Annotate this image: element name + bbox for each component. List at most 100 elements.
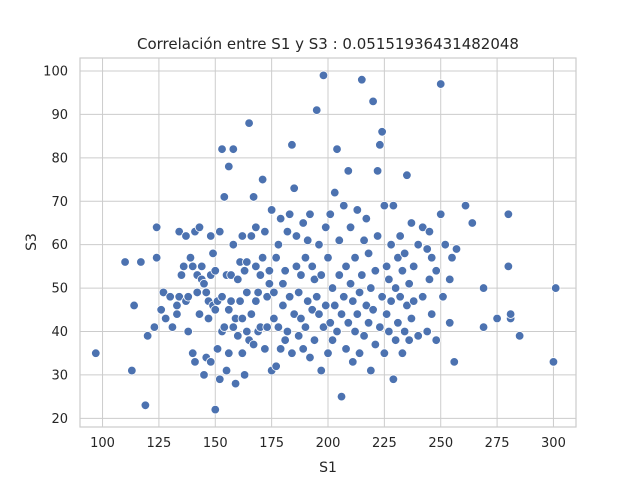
scatter-point — [388, 200, 399, 211]
scatter-point — [160, 313, 171, 324]
scatter-point — [325, 209, 335, 219]
scatter-point — [203, 313, 214, 324]
scatter-point — [350, 252, 360, 263]
scatter-point — [431, 335, 441, 345]
scatter-point — [381, 309, 392, 319]
scatter-point — [226, 270, 236, 280]
scatter-point — [174, 292, 184, 302]
scatter-point — [350, 326, 360, 337]
scatter-point — [174, 226, 184, 237]
scatter-point — [384, 274, 394, 285]
scatter-point — [402, 170, 412, 180]
y-tick-label: 60 — [51, 238, 68, 253]
scatter-point — [323, 348, 333, 358]
scatter-point — [413, 331, 423, 341]
scatter-point — [253, 287, 263, 298]
scatter-point — [427, 309, 437, 319]
scatter-point — [413, 239, 423, 250]
scatter-point — [309, 335, 320, 345]
scatter-point — [183, 326, 193, 337]
scatter-point — [359, 235, 369, 246]
scatter-point — [127, 365, 137, 376]
scatter-point — [305, 352, 315, 363]
scatter-point — [359, 331, 369, 341]
scatter-point — [278, 300, 288, 311]
scatter-point — [248, 339, 259, 350]
scatter-point — [406, 218, 417, 228]
scatter-point — [379, 200, 390, 211]
scatter-point — [237, 348, 248, 358]
scatter-point — [341, 261, 351, 272]
scatter-point — [339, 292, 349, 302]
scatter-point — [271, 252, 281, 263]
scatter-point — [318, 322, 329, 332]
scatter-point — [255, 270, 266, 280]
scatter-point — [219, 192, 229, 202]
scatter-point — [323, 252, 333, 263]
scatter-point — [325, 318, 335, 328]
x-tick-label: 100 — [90, 436, 115, 451]
scatter-point — [492, 313, 502, 324]
scatter-point — [332, 144, 342, 154]
scatter-point — [327, 335, 338, 345]
scatter-point — [149, 322, 160, 332]
scatter-point — [352, 309, 363, 319]
scatter-point — [210, 305, 220, 315]
scatter-point — [262, 292, 272, 302]
scatter-point — [551, 283, 561, 293]
scatter-point — [390, 335, 401, 345]
scatter-point — [172, 309, 182, 319]
scatter-point — [431, 266, 441, 276]
scatter-point — [309, 274, 320, 285]
scatter-point — [354, 287, 365, 298]
scatter-point — [408, 296, 419, 306]
scatter-point — [206, 231, 216, 241]
x-tick-label: 300 — [541, 436, 566, 451]
scatter-point — [260, 344, 270, 354]
scatter-point — [246, 309, 257, 319]
scatter-point — [192, 287, 202, 298]
y-tick-labels: 20 30 40 50 60 70 80 90 100 — [43, 65, 68, 427]
scatter-point — [354, 348, 365, 358]
scatter-point — [370, 339, 381, 350]
scatter-point — [436, 209, 446, 219]
scatter-point — [330, 300, 340, 311]
scatter-point — [336, 309, 347, 319]
scatter-point — [199, 279, 209, 289]
scatter-point — [316, 270, 326, 280]
scatter-point — [271, 361, 281, 371]
scatter-point — [262, 322, 272, 332]
scatter-point — [136, 257, 146, 267]
scatter-point — [451, 244, 462, 254]
scatter-point — [478, 283, 489, 293]
scatter-point — [185, 252, 196, 263]
scatter-point — [388, 374, 399, 384]
x-axis-label: S1 — [319, 460, 337, 476]
scatter-point — [427, 252, 437, 263]
scatter-point — [165, 292, 175, 302]
scatter-point — [318, 70, 329, 81]
scatter-point — [395, 292, 405, 302]
scatter-point — [287, 140, 297, 150]
scatter-point — [372, 166, 383, 176]
scatter-point — [314, 309, 324, 319]
scatter-point — [417, 292, 428, 302]
scatter-point — [312, 292, 322, 302]
scatter-point — [257, 252, 268, 263]
scatter-point — [208, 248, 218, 259]
scatter-point — [361, 300, 372, 311]
scatter-point — [284, 209, 295, 219]
scatter-point — [273, 239, 284, 250]
scatter-point — [273, 322, 284, 332]
scatter-point — [266, 205, 277, 215]
chart-title: Correlación entre S1 y S3 : 0.0515193643… — [137, 35, 519, 53]
scatter-point — [348, 296, 358, 306]
scatter-point — [316, 365, 326, 376]
scatter-point — [397, 348, 408, 358]
scatter-point — [424, 226, 435, 237]
scatter-point — [300, 252, 311, 263]
scatter-point — [210, 404, 220, 415]
scatter-point — [334, 270, 344, 280]
y-tick-label: 90 — [51, 108, 68, 123]
